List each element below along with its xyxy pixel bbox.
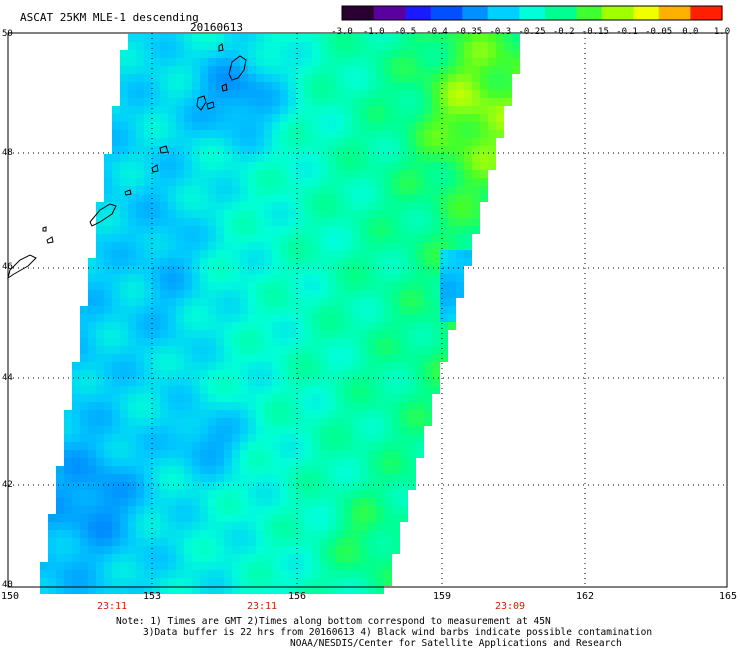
note-line-3: NOAA/NESDIS/Center for Satellite Applica… [290,638,622,649]
colorbar-label: -0.05 [645,27,673,37]
lat-label-40: 40 [2,580,13,590]
colorbar-label: -0.1 [616,27,638,37]
colorbar-label: -0.35 [455,27,483,37]
lat-label-42: 42 [2,480,13,490]
map-title: ASCAT 25KM MLE-1 descending [20,11,199,24]
colorbar-label: 1.0 [713,27,731,37]
colorbar-label: -1.0 [362,27,385,37]
time-label-2: 23:11 [246,601,278,612]
time-label-3: 23:09 [494,601,526,612]
time-label-1: 23:11 [96,601,128,612]
colorbar-label: -0.4 [426,27,448,37]
note-line-2: 3)Data buffer is 22 hrs from 20160613 4)… [143,627,653,638]
colorbar-label: -0.15 [581,27,609,37]
colorbar-label: -0.25 [518,27,546,37]
lon-label-150: 150 [0,591,20,602]
lon-label-156: 156 [287,591,307,602]
lat-label-48: 48 [2,148,13,158]
map-date: 20160613 [190,21,243,34]
lon-label-162: 162 [575,591,595,602]
kuril-coastline [7,43,247,280]
lon-label-153: 153 [142,591,162,602]
lat-label-46: 46 [2,262,13,272]
map-frame [7,32,728,588]
colorbar-label: -0.3 [489,27,512,37]
colorbar-label: -0.5 [394,27,417,37]
lat-label-50: 50 [2,29,13,39]
lon-label-165: 165 [718,591,738,602]
colorbar-label: -3.0 [331,27,353,37]
colorbar [341,5,723,21]
data-swath [40,34,520,594]
note-line-1: Note: 1) Times are GMT 2)Times along bot… [116,616,551,627]
lon-label-159: 159 [432,591,452,602]
colorbar-label: -0.2 [552,27,575,37]
lat-label-44: 44 [2,373,13,383]
colorbar-label: 0.0 [682,27,699,37]
